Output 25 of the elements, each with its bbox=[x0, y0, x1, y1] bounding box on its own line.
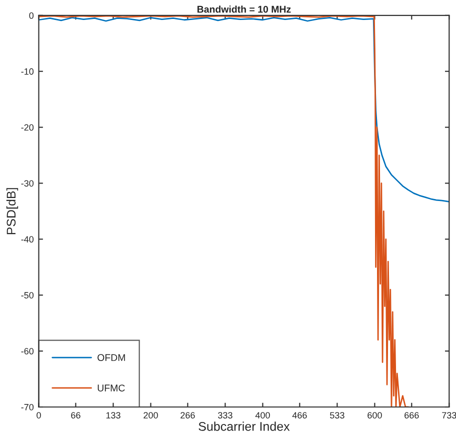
legend-label: UFMC bbox=[98, 384, 125, 392]
x-tick-label: 333 bbox=[218, 412, 232, 418]
y-tick-label: -40 bbox=[21, 236, 34, 243]
x-tick-label: 266 bbox=[180, 412, 195, 418]
x-tick-label: 666 bbox=[404, 412, 419, 418]
x-axis-title: Subcarrier Index bbox=[198, 422, 290, 431]
y-tick-label: -20 bbox=[21, 124, 34, 131]
x-tick-label: 133 bbox=[106, 412, 120, 418]
x-tick-label: 400 bbox=[255, 412, 270, 418]
x-tick-label: 200 bbox=[144, 412, 158, 418]
x-tick-label: 466 bbox=[292, 412, 307, 418]
y-tick-label: -50 bbox=[21, 292, 34, 298]
y-tick-label: -60 bbox=[21, 348, 34, 354]
x-tick-label: 600 bbox=[368, 412, 382, 418]
x-tick-label: 533 bbox=[330, 412, 344, 418]
y-tick-label: 0 bbox=[29, 12, 34, 19]
x-tick-label: 66 bbox=[71, 412, 80, 418]
x-tick-label: 733 bbox=[442, 412, 456, 418]
y-tick-label: -30 bbox=[21, 180, 34, 187]
y-axis-title: PSD[dB] bbox=[6, 188, 18, 234]
y-tick-label: -70 bbox=[21, 404, 34, 410]
y-tick-label: -10 bbox=[21, 68, 34, 75]
chart-title: Bandwidth = 10 MHz bbox=[197, 6, 291, 13]
legend-label: OFDM bbox=[98, 354, 125, 362]
x-tick-label: 0 bbox=[36, 412, 41, 418]
